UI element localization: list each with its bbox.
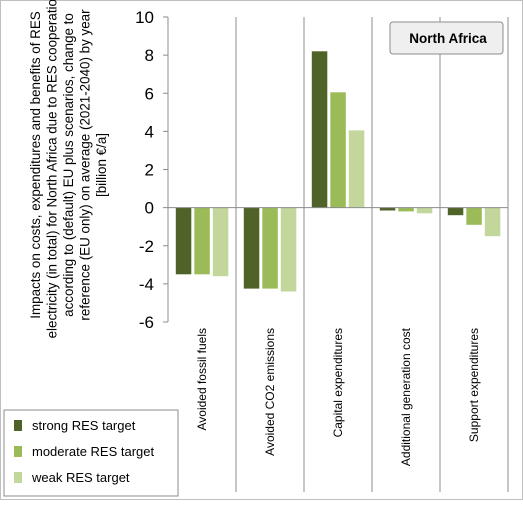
bar [348, 130, 365, 208]
legend-swatch [14, 472, 22, 483]
legend-label: weak RES target [31, 470, 130, 485]
y-tick-label: 6 [145, 84, 154, 103]
bar [416, 207, 433, 214]
bar [262, 207, 278, 289]
legend-frame [3, 409, 179, 497]
bar [212, 207, 229, 277]
y-tick-label: -2 [139, 237, 154, 256]
x-category-label: Avoided fossil fuels [195, 328, 209, 431]
bar [311, 51, 328, 208]
bar [447, 207, 464, 216]
bar [280, 207, 297, 292]
y-tick-label: 0 [145, 199, 154, 218]
bar [379, 207, 396, 211]
y-axis-label-line: reference (EU only) on average (2021-204… [78, 9, 93, 321]
y-tick-label: -4 [139, 275, 154, 294]
bar [398, 207, 414, 212]
y-axis-label: Impacts on costs, expenditures and benef… [28, 0, 109, 338]
y-axis-label-line: Impacts on costs, expenditures and benef… [28, 11, 43, 318]
bar [175, 207, 192, 275]
x-category-label: Capital expenditures [331, 328, 345, 437]
bar [484, 207, 501, 237]
x-category-label: Support expenditures [467, 328, 481, 442]
bars-layer [175, 51, 501, 292]
y-axis-label-line: according to (default) EU plus scenarios… [61, 13, 76, 317]
x-category-labels: Avoided fossil fuels Avoided CO2 emission… [195, 327, 481, 466]
annotation-box: North Africa [389, 21, 504, 55]
y-tick-label: 8 [145, 46, 154, 65]
y-tick-labels: -6 -4 -2 0 2 4 6 8 10 [135, 8, 154, 332]
y-tick-label: 10 [135, 8, 154, 27]
x-category-label: Avoided CO2 emissions [263, 328, 277, 456]
annotation-frame [389, 21, 504, 55]
y-axis-label-line: [billion €/a] [94, 133, 109, 197]
legend: strong RES target moderate RES target weak… [3, 409, 179, 497]
axes-layer [163, 16, 509, 492]
x-category-label: Additional generation cost [399, 327, 413, 466]
annotation-text: North Africa [409, 31, 487, 46]
y-tick-label: 2 [145, 161, 154, 180]
bar [466, 207, 482, 225]
y-axis-label-line: electricity (in total) for North Africa … [45, 0, 60, 338]
bar [194, 207, 210, 275]
y-tick-label: 4 [145, 122, 154, 141]
bar [330, 92, 346, 208]
y-tick-label: -6 [139, 313, 154, 332]
legend-label: strong RES target [32, 418, 136, 433]
legend-label: moderate RES target [32, 444, 155, 459]
legend-swatch [14, 446, 22, 457]
bar [243, 207, 260, 289]
legend-swatch [14, 420, 22, 431]
